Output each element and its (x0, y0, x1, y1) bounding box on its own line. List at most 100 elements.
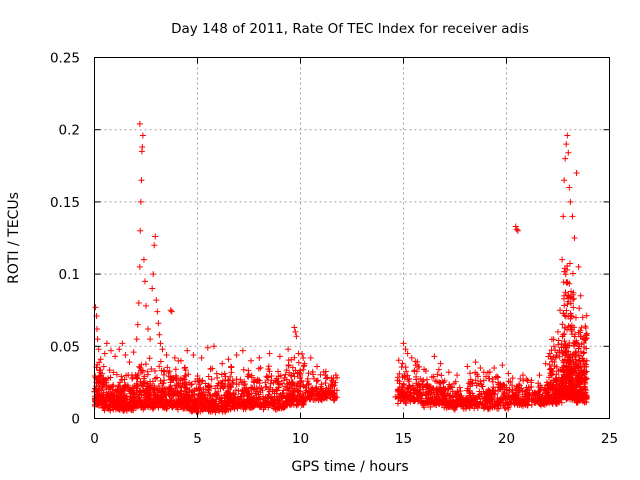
data-point (291, 373, 298, 380)
data-point (265, 373, 272, 380)
data-point (256, 380, 263, 387)
data-point (240, 366, 247, 373)
data-point (435, 366, 442, 373)
data-point (437, 360, 444, 367)
data-point (562, 380, 569, 387)
data-point (221, 370, 228, 377)
data-point (581, 349, 588, 356)
data-point (480, 377, 487, 384)
data-point (159, 346, 166, 353)
data-point (563, 366, 570, 373)
data-point (233, 351, 240, 358)
data-point (566, 363, 573, 370)
data-point (137, 397, 144, 404)
data-point (295, 350, 302, 357)
data-point (154, 308, 161, 315)
data-point (282, 371, 289, 378)
data-point (145, 384, 152, 391)
data-point (579, 395, 586, 402)
data-point (151, 242, 158, 249)
data-point (561, 338, 568, 345)
data-point (92, 304, 99, 311)
data-point (241, 378, 248, 385)
data-point (450, 393, 457, 400)
data-point (119, 340, 126, 347)
data-point (116, 382, 123, 389)
data-point (260, 400, 267, 407)
data-point (419, 399, 426, 406)
data-point (547, 353, 554, 360)
data-point (564, 132, 571, 139)
data-point (168, 308, 175, 315)
data-point (416, 382, 423, 389)
data-point (445, 392, 452, 399)
data-point (552, 354, 559, 361)
data-point (167, 376, 174, 383)
data-point (570, 295, 577, 302)
data-point (204, 395, 211, 402)
data-point (317, 386, 324, 393)
data-point (94, 361, 101, 368)
data-point (573, 170, 580, 177)
data-point (580, 358, 587, 365)
data-point (581, 336, 588, 343)
data-point (104, 392, 111, 399)
data-point (166, 368, 173, 375)
data-point (438, 388, 445, 395)
data-point (549, 358, 556, 365)
data-point (123, 372, 130, 379)
data-point (195, 398, 202, 405)
data-point (141, 379, 148, 386)
data-point (197, 384, 204, 391)
data-point (452, 404, 459, 411)
data-point (193, 409, 200, 416)
data-point (563, 307, 570, 314)
data-point (233, 376, 240, 383)
data-point (256, 354, 263, 361)
data-point (560, 371, 567, 378)
data-point (101, 403, 108, 410)
data-point (256, 395, 263, 402)
data-point (126, 388, 133, 395)
data-point (426, 386, 433, 393)
data-point (330, 389, 337, 396)
data-point (477, 365, 484, 372)
data-point (251, 402, 258, 409)
data-point (432, 397, 439, 404)
data-point (571, 394, 578, 401)
data-point (178, 357, 185, 364)
data-point (271, 403, 278, 410)
data-point (445, 369, 452, 376)
data-point (302, 394, 309, 401)
data-point (478, 381, 485, 388)
data-point (94, 336, 101, 343)
data-point (474, 373, 481, 380)
data-point (143, 302, 149, 309)
data-point (567, 357, 574, 364)
data-point (512, 223, 519, 230)
data-point (185, 371, 192, 378)
data-point (560, 213, 567, 220)
data-point (499, 362, 506, 369)
data-point (567, 198, 574, 205)
data-point (185, 402, 192, 409)
data-point (399, 373, 406, 380)
data-point (457, 388, 464, 395)
data-point (458, 392, 465, 399)
data-point (331, 397, 338, 404)
data-point (318, 397, 325, 404)
data-point (486, 375, 493, 382)
data-point (220, 385, 227, 392)
data-point (248, 385, 255, 392)
data-point (441, 377, 448, 384)
data-point (565, 149, 572, 156)
data-point (143, 401, 150, 408)
data-point (396, 380, 403, 387)
data-point (403, 391, 410, 398)
data-point (395, 357, 402, 364)
data-point (546, 399, 553, 406)
data-point (300, 366, 307, 373)
data-point (196, 387, 203, 394)
data-point (579, 370, 586, 377)
data-point (571, 331, 578, 338)
